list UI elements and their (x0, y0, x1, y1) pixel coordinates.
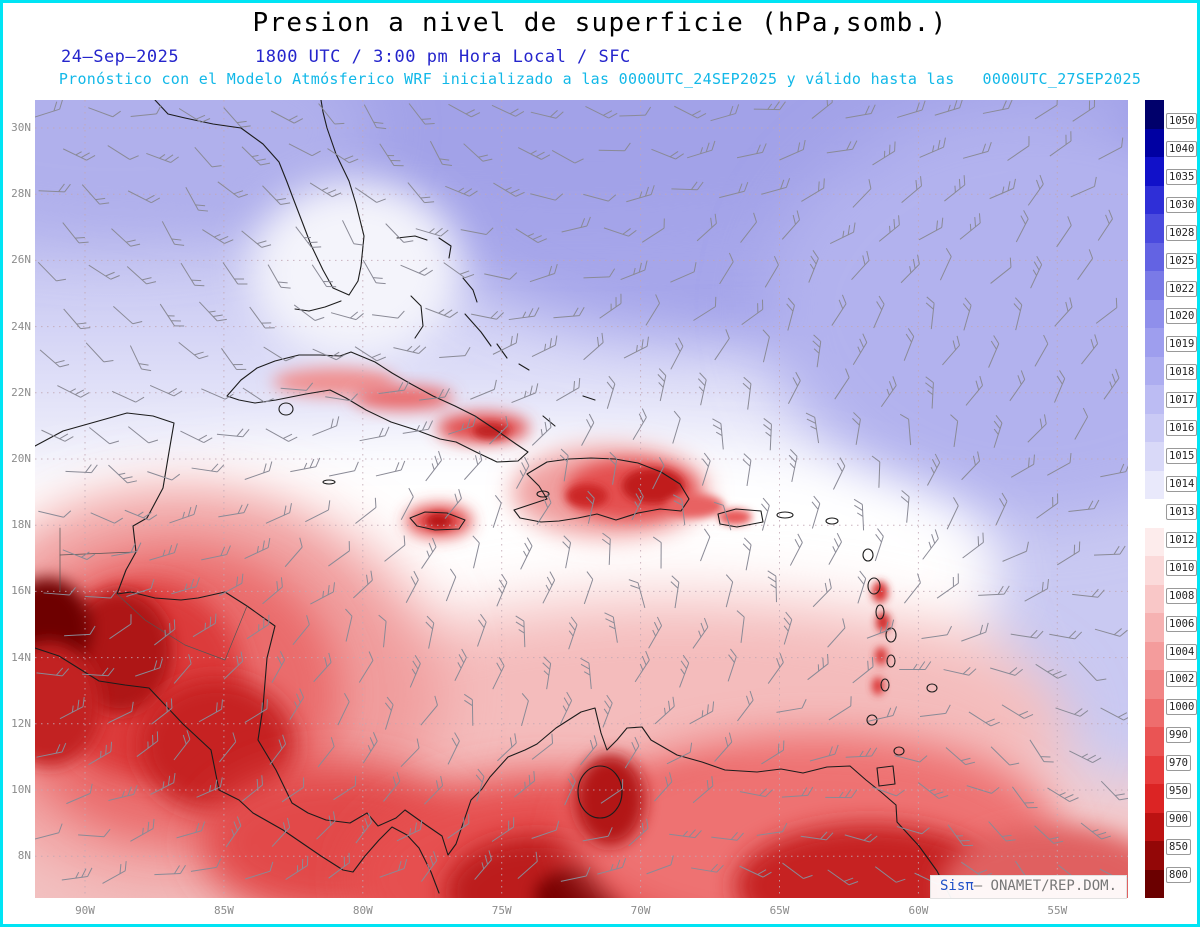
lon-label: 80W (352, 904, 373, 917)
coastlines (35, 100, 952, 898)
colorbar-label: 1012 (1166, 531, 1197, 548)
colorbar-label: 800 (1166, 866, 1191, 883)
graticule (35, 100, 1128, 898)
colorbar-segment (1145, 385, 1164, 414)
lat-label: 12N (11, 716, 31, 730)
colorbar-label: 1020 (1166, 308, 1197, 325)
colorbar-segment (1145, 613, 1164, 642)
watermark-source: – ONAMET/REP.DOM. (973, 878, 1117, 894)
colorbar-label: 1006 (1166, 615, 1197, 632)
colorbar-label: 1025 (1166, 252, 1197, 269)
colorbar-segment (1145, 185, 1164, 214)
country-borders (59, 527, 248, 661)
colorbar-segment (1145, 271, 1164, 300)
colorbar-segment (1145, 442, 1164, 471)
lon-label: 75W (491, 904, 512, 917)
lon-label: 65W (769, 904, 790, 917)
colorbar-segment (1145, 527, 1164, 556)
colorbar-segment (1145, 242, 1164, 271)
lat-label: 22N (11, 385, 31, 399)
lon-label: 60W (908, 904, 929, 917)
colorbar-label: 990 (1166, 727, 1191, 744)
colorbar-label: 1002 (1166, 671, 1197, 688)
colorbar-segment (1145, 784, 1164, 813)
pressure-shading (35, 100, 1128, 898)
lat-label: 24N (11, 319, 31, 333)
colorbar-segment (1145, 100, 1164, 129)
latitude-axis: 30N 28N 26N 24N 22N 20N 18N 16N 14N 12N 10N 8N (3, 100, 33, 898)
lat-label: 16N (11, 584, 31, 598)
lat-label: 26N (11, 253, 31, 267)
colorbar-label: 1008 (1166, 587, 1197, 604)
pressure-map (35, 100, 1128, 898)
colorbar-label: 1040 (1166, 140, 1197, 157)
colorbar-segment (1145, 328, 1164, 357)
lon-label: 70W (630, 904, 651, 917)
colorbar-label: 1004 (1166, 643, 1197, 660)
lat-label: 20N (11, 452, 31, 465)
longitude-axis: 90W 85W 80W 75W 70W 65W 60W 55W (35, 902, 1128, 922)
colorbar-label: 1035 (1166, 168, 1197, 185)
colorbar-segment (1145, 841, 1164, 870)
colorbar-segment (1145, 470, 1164, 499)
colorbar-segment (1145, 128, 1164, 157)
colorbar-segment (1145, 812, 1164, 841)
colorbar-label: 1016 (1166, 420, 1197, 437)
colorbar-labels: 1050 1040 1035 1030 1028 1025 1022 1020 1019 1018… (1166, 113, 1197, 883)
colorbar-segment (1145, 641, 1164, 670)
colorbar-segment (1145, 869, 1164, 898)
colorbar-label: 1013 (1166, 503, 1197, 520)
colorbar-segment (1145, 356, 1164, 385)
colorbar-label: 1010 (1166, 559, 1197, 576)
colorbar-label: 1000 (1166, 699, 1197, 716)
colorbar-label: 970 (1166, 755, 1191, 772)
lat-label: 14N (11, 650, 31, 664)
colorbar-label: 1050 (1166, 113, 1197, 129)
colorbar-segment (1145, 413, 1164, 442)
page-title: Presion a nivel de superficie (hPa,somb.… (252, 8, 948, 38)
colorbar-label: 850 (1166, 838, 1191, 855)
colorbar-segment (1145, 299, 1164, 328)
colorbar-segment (1145, 214, 1164, 243)
wind-barbs (35, 100, 1128, 886)
lon-label: 90W (75, 904, 95, 917)
model-info-line: Pronóstico con el Modelo Atmósferico WRF… (58, 70, 1142, 88)
colorbar-label: 1022 (1166, 280, 1197, 297)
lat-label: 8N (17, 849, 31, 863)
colorbar-label: 1018 (1166, 364, 1197, 381)
colorbar-segment (1145, 755, 1164, 784)
colorbar-segment (1145, 670, 1164, 699)
colorbar-segment (1145, 556, 1164, 585)
colorbar-segment (1145, 698, 1164, 727)
colorbar-label: 1030 (1166, 196, 1197, 213)
lat-label: 30N (11, 121, 31, 134)
forecast-date: 24–Sep–2025 (61, 47, 180, 67)
colorbar-segment (1145, 727, 1164, 756)
colorbar-segment (1145, 157, 1164, 186)
colorbar-label: 1014 (1166, 475, 1197, 492)
colorbar-segment (1145, 499, 1164, 528)
colorbar-label: 1015 (1166, 448, 1197, 465)
colorbar-label: 1017 (1166, 392, 1197, 409)
colorbar-label: 1028 (1166, 224, 1197, 241)
lat-label: 10N (11, 783, 31, 796)
lat-label: 28N (11, 187, 31, 201)
watermark-brand: Sisπ (939, 878, 974, 894)
watermark: Sisπ– ONAMET/REP.DOM. (929, 875, 1127, 899)
map-area (35, 100, 1128, 898)
colorbar-label: 1019 (1166, 336, 1197, 353)
lat-label: 18N (11, 518, 31, 532)
colorbar-label: 900 (1166, 811, 1191, 828)
colorbar (1145, 100, 1164, 898)
lon-label: 85W (213, 904, 234, 917)
lon-label: 55W (1047, 904, 1068, 917)
colorbar-label: 950 (1166, 783, 1191, 800)
forecast-time: 1800 UTC / 3:00 pm Hora Local / SFC (255, 47, 631, 67)
colorbar-segment (1145, 584, 1164, 613)
